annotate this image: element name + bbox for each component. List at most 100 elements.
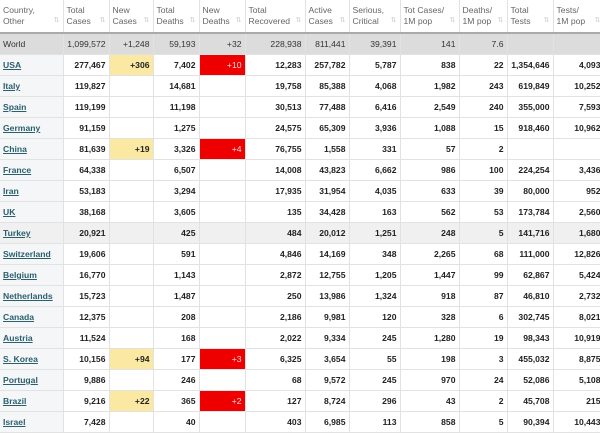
cell-tests-per-1m: 215	[553, 390, 600, 412]
country-link[interactable]: France	[3, 165, 32, 175]
cell-country: Netherlands	[0, 285, 64, 307]
column-header-new-cases[interactable]: New Cases ⇅	[109, 0, 154, 34]
cell-deaths-per-1m: 5	[459, 222, 508, 244]
sort-icon[interactable]: ⇅	[390, 17, 397, 24]
column-header-country[interactable]: Country, Other ⇅	[0, 0, 64, 34]
cell-serious-critical: 4,035	[349, 180, 401, 202]
cell-new-cases	[109, 285, 154, 307]
cell-total-recovered: 4,846	[245, 243, 306, 265]
cell-total-deaths: 246	[153, 369, 200, 391]
sort-icon[interactable]: ⇅	[449, 17, 456, 24]
column-header-deaths-per-1m[interactable]: Deaths/1M pop ⇅	[459, 0, 508, 34]
country-link[interactable]: Belgium	[3, 270, 37, 280]
cell-serious-critical: 55	[349, 348, 401, 370]
country-link[interactable]: China	[3, 144, 27, 154]
cell-country: Israel	[0, 411, 64, 433]
cell-serious-critical: 39,391	[349, 33, 401, 55]
cell-total-cases: 20,921	[63, 222, 110, 244]
column-header-total-deaths[interactable]: Total Deaths ⇅	[153, 0, 200, 34]
country-link[interactable]: Germany	[3, 123, 41, 133]
cell-total-deaths: 1,143	[153, 264, 200, 286]
cell-serious-critical: 245	[349, 369, 401, 391]
header-label: 1M pop	[462, 16, 492, 26]
cell-total-tests: 62,867	[507, 264, 554, 286]
cell-active-cases: 3,654	[305, 348, 350, 370]
country-link[interactable]: Austria	[3, 333, 33, 343]
column-header-total-cases[interactable]: Total Cases ⇅	[63, 0, 110, 34]
country-link[interactable]: Portugal	[3, 375, 38, 385]
cell-tests-per-1m: 2,560	[553, 201, 600, 223]
country-link[interactable]: Italy	[3, 81, 21, 91]
sort-icon[interactable]: ⇅	[339, 17, 346, 24]
country-link[interactable]: Spain	[3, 102, 27, 112]
cell-new-deaths	[199, 201, 246, 223]
cell-new-cases	[109, 222, 154, 244]
table-row: Spain 119,199 11,198 30,513 77,488 6,416 2,549…	[0, 96, 600, 118]
cell-total-recovered: 30,513	[245, 96, 306, 118]
cell-total-tests: 455,032	[507, 348, 554, 370]
cell-new-deaths	[199, 264, 246, 286]
column-header-active-cases[interactable]: Active Cases ⇅	[305, 0, 350, 34]
cell-active-cases: 9,334	[305, 327, 350, 349]
cell-tot-cases-per-1m: 986	[400, 159, 460, 181]
country-link[interactable]: Netherlands	[3, 291, 53, 301]
sort-icon[interactable]: ⇅	[143, 17, 150, 24]
country-link[interactable]: USA	[3, 60, 22, 70]
sort-icon[interactable]: ⇅	[53, 17, 60, 24]
cell-deaths-per-1m: 24	[459, 369, 508, 391]
sort-icon[interactable]: ⇅	[543, 17, 550, 24]
country-link[interactable]: Switzerland	[3, 249, 51, 259]
cell-total-cases: 9,886	[63, 369, 110, 391]
sort-icon[interactable]: ⇅	[189, 17, 196, 24]
cell-country: France	[0, 159, 64, 181]
column-header-total-tests[interactable]: Total Tests ⇅	[507, 0, 554, 34]
cell-total-cases: 277,467	[63, 54, 110, 76]
cell-new-deaths	[199, 243, 246, 265]
cell-country: World	[0, 33, 64, 55]
country-link[interactable]: Turkey	[3, 228, 31, 238]
cell-total-recovered: 76,755	[245, 138, 306, 160]
sort-icon[interactable]: ⇅	[497, 17, 504, 24]
column-header-new-deaths[interactable]: New Deaths ⇅	[199, 0, 246, 34]
cell-total-recovered: 2,186	[245, 306, 306, 328]
header-label: Tests/	[556, 5, 579, 15]
cell-total-recovered: 484	[245, 222, 306, 244]
column-header-tests-per-1m[interactable]: Tests/1M pop ⇅	[553, 0, 600, 34]
country-link[interactable]: S. Korea	[3, 354, 38, 364]
cell-total-deaths: 1,275	[153, 117, 200, 139]
sort-icon[interactable]: ⇅	[99, 17, 106, 24]
cell-total-recovered: 19,758	[245, 75, 306, 97]
cell-tests-per-1m: 8,021	[553, 306, 600, 328]
cell-total-cases: 16,770	[63, 264, 110, 286]
country-link[interactable]: Canada	[3, 312, 35, 322]
country-link[interactable]: Israel	[3, 417, 26, 427]
cell-active-cases: 20,012	[305, 222, 350, 244]
header-label: Tot Cases/	[403, 5, 445, 15]
cell-total-deaths: 40	[153, 411, 200, 433]
sort-icon[interactable]: ⇅	[295, 17, 302, 24]
country-link[interactable]: Brazil	[3, 396, 27, 406]
cell-active-cases: 34,428	[305, 201, 350, 223]
cell-total-recovered: 2,872	[245, 264, 306, 286]
cell-country: Brazil	[0, 390, 64, 412]
column-header-serious-critical[interactable]: Serious, Critical ⇅	[349, 0, 401, 34]
sort-icon[interactable]: ⇅	[235, 17, 242, 24]
column-header-total-recovered[interactable]: Total Recovered ⇅	[245, 0, 306, 34]
cell-total-deaths: 177	[153, 348, 200, 370]
cell-tests-per-1m: 10,962	[553, 117, 600, 139]
country-link[interactable]: UK	[3, 207, 16, 217]
cell-serious-critical: 120	[349, 306, 401, 328]
cell-tot-cases-per-1m: 918	[400, 285, 460, 307]
cell-total-tests: 46,810	[507, 285, 554, 307]
cell-tests-per-1m: 952	[553, 180, 600, 202]
sort-icon[interactable]: ⇅	[594, 17, 600, 24]
header-label: Total	[510, 5, 529, 15]
column-header-tot-cases-per-1m[interactable]: Tot Cases/1M pop ⇅	[400, 0, 460, 34]
country-link[interactable]: Iran	[3, 186, 19, 196]
cell-deaths-per-1m: 2	[459, 138, 508, 160]
cell-active-cases: 9,981	[305, 306, 350, 328]
header-label: Serious,	[352, 5, 385, 15]
cell-new-cases	[109, 264, 154, 286]
cell-country: S. Korea	[0, 348, 64, 370]
